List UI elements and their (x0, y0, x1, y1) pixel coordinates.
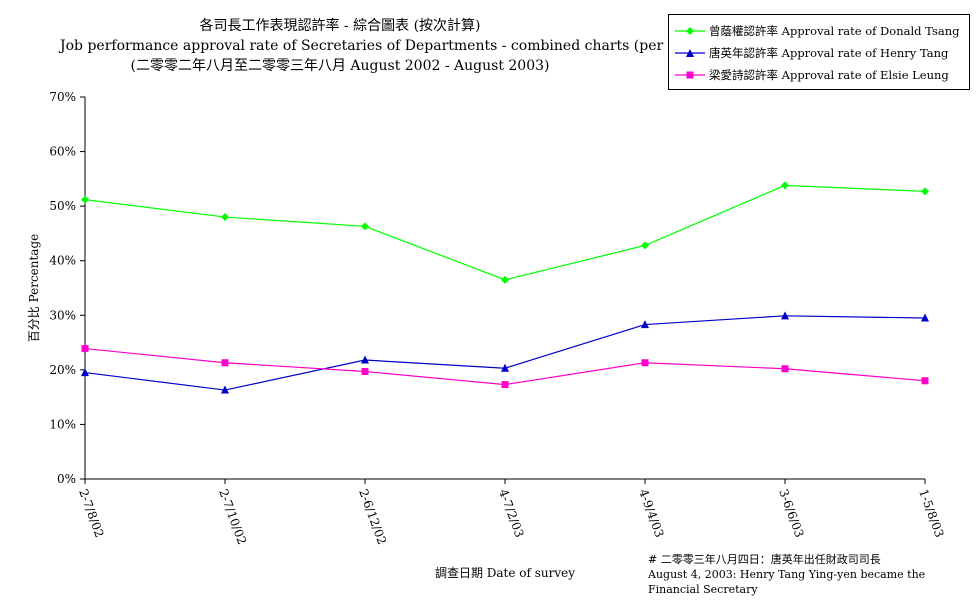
data-point (501, 381, 509, 389)
legend-entry-donald-tsang: 曾蔭權認許率 Approval rate of Donald Tsang (675, 21, 960, 41)
y-tick-label: 70% (49, 90, 76, 104)
series-triangle (81, 311, 929, 394)
series-square (81, 345, 929, 389)
legend-marker-triangle-icon (675, 49, 705, 57)
legend-label: 梁愛詩認許率 Approval rate of Elsie Leung (709, 68, 949, 82)
data-point (921, 377, 929, 385)
x-tick-label: 4-9/4/03 (636, 487, 666, 539)
data-point (641, 320, 649, 329)
data-point (781, 181, 789, 190)
x-tick-label: 2-7/8/02 (76, 487, 106, 539)
y-tick-label: 50% (49, 199, 76, 213)
data-point (81, 195, 89, 204)
series-line (84, 184, 926, 281)
data-point (501, 275, 509, 284)
data-point (221, 385, 229, 394)
y-tick-label: 10% (49, 417, 76, 431)
data-point (361, 355, 369, 364)
data-point (361, 222, 369, 231)
chart-title-block: 各司長工作表現認許率 - 綜合圖表 (按次計算) Job performance… (60, 16, 700, 76)
x-tick-label: 3-6/6/03 (776, 487, 806, 539)
data-point (501, 363, 509, 372)
chart-subtitle-english: Job performance approval rate of Secreta… (60, 38, 700, 54)
x-axis-title: 調查日期 Date of survey (435, 566, 575, 580)
data-point (221, 359, 229, 367)
y-tick-label: 20% (49, 363, 76, 377)
x-tick-label: 1-5/8/03 (916, 487, 946, 539)
y-tick-label: 40% (49, 254, 76, 268)
data-point (361, 367, 369, 375)
data-point (221, 213, 229, 222)
footnote-line-chinese: # 二零零三年八月四日：唐英年出任財政司司長 (648, 553, 881, 566)
legend-marker-diamond-icon (675, 27, 705, 35)
footnote: # 二零零三年八月四日：唐英年出任財政司司長 August 4, 2003: H… (648, 552, 968, 597)
data-point (641, 359, 649, 367)
x-tick-label: 2-7/10/02 (216, 487, 249, 546)
footnote-line-english: August 4, 2003: Henry Tang Ying-yen beca… (648, 568, 926, 596)
legend-marker-square-icon (675, 71, 705, 79)
y-tick-label: 0% (57, 472, 76, 486)
y-tick-label: 30% (49, 308, 76, 322)
legend-label: 曾蔭權認許率 Approval rate of Donald Tsang (709, 24, 960, 38)
series-line (84, 315, 926, 391)
y-tick-label: 60% (49, 145, 76, 159)
legend-label: 唐英年認許率 Approval rate of Henry Tang (709, 46, 949, 60)
data-point (81, 345, 89, 353)
chart-subtitle-period: (二零零二年八月至二零零三年八月 August 2002 - August 20… (130, 58, 550, 74)
chart-legend: 曾蔭權認許率 Approval rate of Donald Tsang 唐英年… (668, 14, 970, 90)
series-diamond (81, 181, 929, 284)
x-tick-label: 2-6/12/02 (356, 487, 389, 546)
data-point (81, 368, 89, 377)
data-point (781, 311, 789, 320)
chart-title: 各司長工作表現認許率 - 綜合圖表 (按次計算) (199, 18, 481, 34)
data-point (921, 313, 929, 322)
data-point (921, 187, 929, 196)
legend-entry-henry-tang: 唐英年認許率 Approval rate of Henry Tang (675, 43, 948, 63)
y-axis-title: 百分比 Percentage (27, 234, 41, 343)
data-point (781, 365, 789, 373)
legend-entry-elsie-leung: 梁愛詩認許率 Approval rate of Elsie Leung (675, 65, 949, 85)
data-point (641, 241, 649, 250)
x-tick-label: 4-7/2/03 (496, 487, 526, 539)
